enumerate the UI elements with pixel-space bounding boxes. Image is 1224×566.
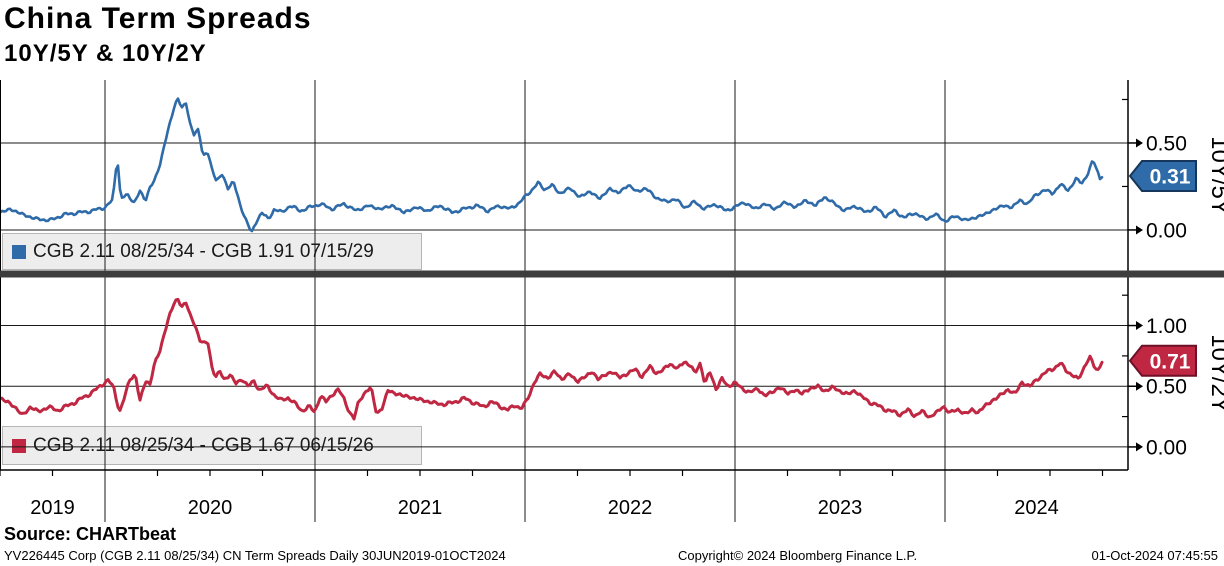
footer-security-info: YV226445 Corp (CGB 2.11 08/25/34) CN Ter… [4,548,506,563]
y-tick-label: 0.50 [1146,376,1187,399]
footer-copyright: Copyright© 2024 Bloomberg Finance L.P. [678,548,918,563]
y-tick-arrow-icon [1136,381,1143,391]
legend-swatch-icon [12,244,26,259]
source-line: Source: CHARTbeat [4,524,177,544]
panel-divider [0,270,1224,278]
footer-timestamp: 01-Oct-2024 07:45:55 [1091,548,1218,563]
legend-10y5y[interactable]: CGB 2.11 08/25/34 - CGB 1.91 07/15/29 [2,233,422,270]
panel-axis-title: 10Y/2Y [1206,334,1224,413]
x-tick-label: 2020 [188,497,233,519]
y-tick-label: 0.00 [1146,436,1187,459]
x-tick-label: 2024 [1014,497,1059,519]
legend-swatch-icon [12,438,26,453]
last-value-label: 0.71 [1150,350,1191,373]
x-tick-label: 2021 [398,497,443,519]
x-tick-label: 2019 [30,497,75,519]
footer: YV226445 Corp (CGB 2.11 08/25/34) CN Ter… [0,546,1224,566]
x-tick-label: 2023 [818,497,863,519]
page-title: China Term Spreads [4,2,312,35]
last-value-label: 0.31 [1150,166,1191,189]
y-tick-arrow-icon [1136,138,1143,148]
y-tick-arrow-icon [1136,321,1143,331]
legend-label: CGB 2.11 08/25/34 - CGB 1.91 07/15/29 [33,240,374,262]
legend-10y2y[interactable]: CGB 2.11 08/25/34 - CGB 1.67 06/15/26 [2,426,422,465]
last-value-badge [1128,344,1197,377]
plot-area-10y-5y[interactable] [0,80,1128,271]
y-tick-label: 0.00 [1146,219,1187,242]
y-tick-arrow-icon [1136,442,1143,452]
last-value-badge [1128,160,1197,193]
y-tick-label: 0.50 [1146,132,1187,155]
x-tick-label: 2022 [608,497,653,519]
legend-label: CGB 2.11 08/25/34 - CGB 1.67 06/15/26 [33,434,374,456]
y-tick-label: 1.00 [1146,315,1187,338]
panel-axis-title: 10Y/5Y [1206,136,1224,215]
y-tick-arrow-icon [1136,225,1143,235]
plot-area-10y-2y[interactable] [0,277,1128,470]
page-subtitle: 10Y/5Y & 10Y/2Y [4,40,207,67]
